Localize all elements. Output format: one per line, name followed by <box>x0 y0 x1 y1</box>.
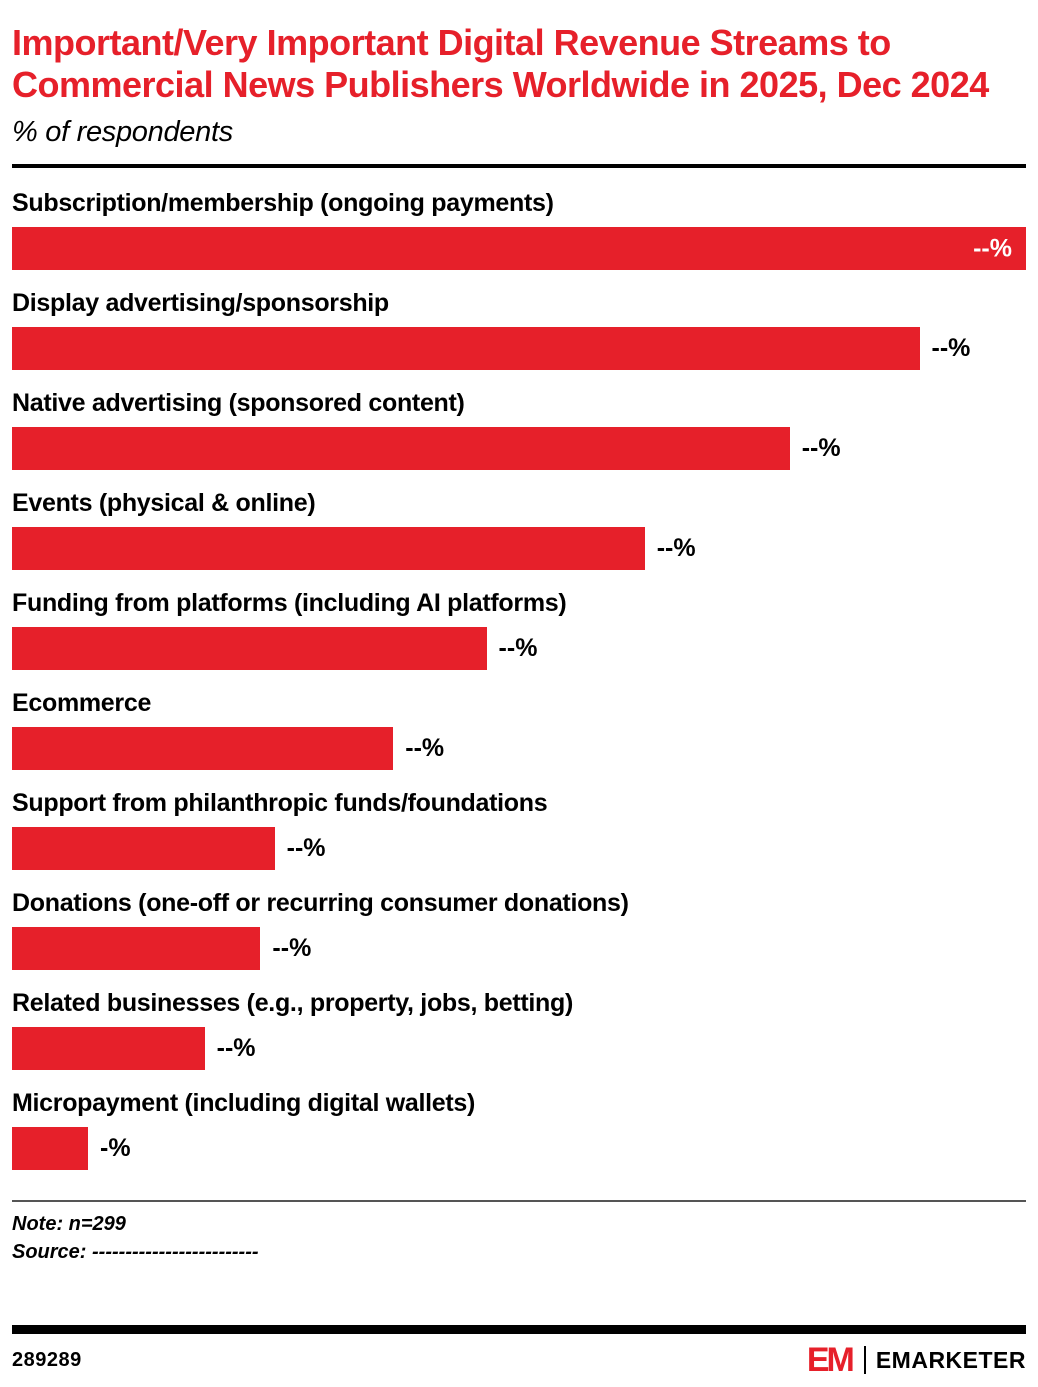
bar <box>12 727 394 771</box>
chart-subtitle: % of respondents <box>12 116 233 149</box>
source-text: Source: ------------------------- <box>12 1241 259 1264</box>
bar-category-label: Events (physical & online) <box>12 489 316 518</box>
chart-row: Events (physical & online) --% <box>12 489 1026 571</box>
bar-track: --% <box>12 927 1026 971</box>
bar <box>12 927 261 971</box>
chart-row: Native advertising (sponsored content) --… <box>12 389 1026 471</box>
chart-row: Micropayment (including digital wallets)… <box>12 1089 1026 1171</box>
bar-track: --% <box>12 427 1026 471</box>
chart-row: Related businesses (e.g., property, jobs… <box>12 989 1026 1071</box>
chart-title: Important/Very Important Digital Revenue… <box>12 22 989 106</box>
bar <box>12 327 920 371</box>
bar <box>12 527 645 571</box>
chart-row: Subscription/membership (ongoing payment… <box>12 189 1026 271</box>
bar-category-label: Ecommerce <box>12 689 152 718</box>
bar-value-label: --% <box>498 634 538 663</box>
bar-category-label: Related businesses (e.g., property, jobs… <box>12 989 574 1018</box>
bar <box>12 1127 89 1171</box>
brand-name: EMARKETER <box>875 1346 1026 1373</box>
emarketer-logo: EM EMARKETER <box>807 1343 1026 1377</box>
bar-category-label: Micropayment (including digital wallets) <box>12 1089 476 1118</box>
bar-value-label: --% <box>286 834 326 863</box>
bar-value-label: --% <box>272 934 312 963</box>
bar-value-label: -% <box>100 1134 131 1163</box>
bar-category-label: Support from philanthropic funds/foundat… <box>12 789 548 818</box>
bar-category-label: Funding from platforms (including AI pla… <box>12 589 567 618</box>
chart-row: Display advertising/sponsorship --% <box>12 289 1026 371</box>
bar-category-label: Donations (one-off or recurring consumer… <box>12 889 629 918</box>
bar-category-label: Display advertising/sponsorship <box>12 289 389 318</box>
notes-block: Note: n=299 Source: --------------------… <box>12 1200 1026 1266</box>
bar-track: --% <box>12 727 1026 771</box>
bar-track: --% <box>12 627 1026 671</box>
title-divider <box>12 164 1026 169</box>
chart-row: Support from philanthropic funds/foundat… <box>12 789 1026 871</box>
chart-id: 289289 <box>12 1348 82 1371</box>
note-text: Note: n=299 <box>12 1213 126 1236</box>
footer: 289289 EM EMARKETER <box>12 1325 1026 1387</box>
bar-track: --% <box>12 527 1026 571</box>
bar <box>12 427 790 471</box>
bar-track: --% <box>12 1027 1026 1071</box>
chart-row: Donations (one-off or recurring consumer… <box>12 889 1026 971</box>
bar <box>12 827 275 871</box>
chart-row: Ecommerce --% <box>12 689 1026 771</box>
bar-value-label: --% <box>216 1034 256 1063</box>
em-logo-icon: EM <box>806 1341 855 1379</box>
bar-track: -% <box>12 1127 1026 1171</box>
bar <box>12 627 487 671</box>
bar-value-label: --% <box>973 234 1012 263</box>
footer-bar <box>12 1325 1026 1334</box>
bar-track: --% <box>12 827 1026 871</box>
bar <box>12 1027 205 1071</box>
chart-rows: Subscription/membership (ongoing payment… <box>12 170 1026 1171</box>
bar-category-label: Native advertising (sponsored content) <box>12 389 465 418</box>
bar-category-label: Subscription/membership (ongoing payment… <box>12 189 554 218</box>
bar-value-label: --% <box>405 734 445 763</box>
bar-track: --% <box>12 327 1026 371</box>
logo-divider <box>863 1346 866 1374</box>
bar-value-label: --% <box>801 434 841 463</box>
chart-row: Funding from platforms (including AI pla… <box>12 589 1026 671</box>
bar-value-label: --% <box>656 534 696 563</box>
bar: --% <box>12 227 1026 271</box>
notes-divider <box>12 1200 1026 1203</box>
bar-track: --% <box>12 227 1026 271</box>
bar-value-label: --% <box>931 334 971 363</box>
